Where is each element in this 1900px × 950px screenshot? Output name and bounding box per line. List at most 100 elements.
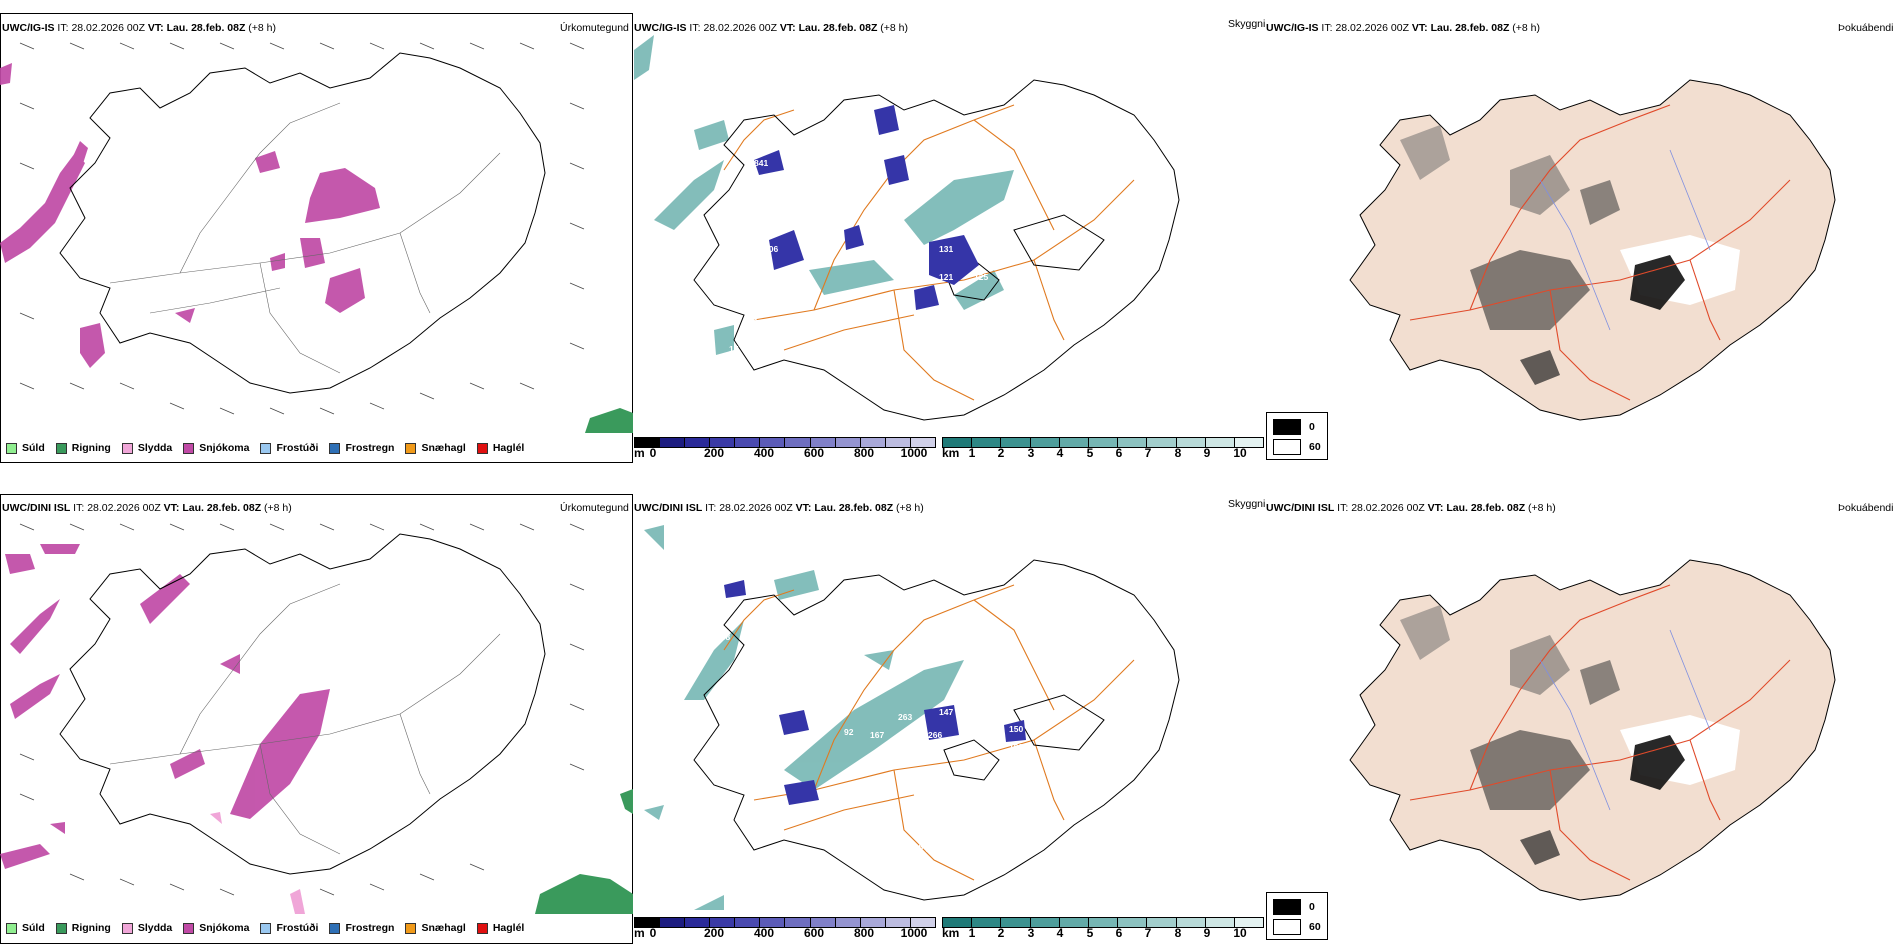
ceiling-label: 125 <box>974 272 988 282</box>
visibility-colorbar-2 <box>942 917 1264 928</box>
ceiling-unit-2: m <box>634 926 645 940</box>
ceiling-label: 488 <box>716 632 730 642</box>
ceiling-visibility-map-svg-2: 488 577 194 147 263 150 92 167 266 439 1… <box>644 525 1180 910</box>
ceiling-visibility-map-svg-1: 838 841 201 139 159 110 118 641 106 131 … <box>634 35 1180 421</box>
rain-areas <box>535 789 633 914</box>
visibility-unit-1: km <box>942 446 960 460</box>
ceiling-label: 129 <box>744 347 758 357</box>
low-ceiling-areas <box>724 580 1026 805</box>
iceland-coastline <box>693 559 1180 901</box>
fog-shading <box>1400 125 1740 385</box>
legend-item-sleet: Slydda <box>121 922 172 934</box>
ceiling-label: 838 <box>752 144 766 154</box>
low-visibility-areas <box>634 35 1014 355</box>
panel-title-fog-1: Þokuábendi <box>1838 22 1894 34</box>
visibility-colorbar-1 <box>942 437 1264 448</box>
ceiling-label: 84 <box>689 257 699 267</box>
legend-item-rain: Rigning <box>55 442 111 454</box>
snow-areas <box>0 63 380 368</box>
roads <box>109 583 501 855</box>
legend-item-snow: Snjókoma <box>183 442 249 454</box>
visibility-unit-2: km <box>942 926 960 940</box>
fog-shading <box>1400 605 1740 865</box>
ceiling-label: 131 <box>939 244 953 254</box>
ceiling-label: 201 <box>809 167 823 177</box>
legend-item-freezing-drizzle: Frostúði <box>260 442 318 454</box>
legend-item-snow-pellets: Snæhagl <box>405 442 466 454</box>
low-visibility-areas <box>644 525 964 910</box>
ceiling-label: 11 <box>664 262 673 272</box>
sleet-areas <box>210 812 305 914</box>
roads <box>109 102 501 374</box>
ceiling-label: 237 <box>714 254 728 264</box>
fog-map-svg-1 <box>1349 79 1836 421</box>
ceiling-label: 139 <box>774 132 788 142</box>
precip-type-legend-2: Súld Rigning Slydda Snjókoma Frostúði Fr… <box>6 922 524 934</box>
ceiling-label: 439 <box>894 744 908 754</box>
ceiling-unit-1: m <box>634 446 645 460</box>
fog-map-svg-2 <box>1349 559 1836 901</box>
precip-type-map-1 <box>0 13 633 463</box>
ceiling-label: 118 <box>724 227 738 237</box>
ceiling-label: 110 <box>804 222 818 232</box>
ceiling-label: 642 <box>726 280 740 290</box>
ceiling-label: 192 <box>1009 742 1023 752</box>
ceiling-label: 106 <box>764 244 778 254</box>
legend-item-drizzle: Súld <box>6 922 45 934</box>
ceiling-label: 841 <box>754 158 768 168</box>
ceiling-label: 121 <box>939 272 953 282</box>
ceiling-label: 91 <box>904 802 914 812</box>
ceiling-colorbar-1 <box>634 437 936 448</box>
low-ceiling-areas <box>754 105 979 310</box>
legend-item-snow-pellets: Snæhagl <box>405 922 466 934</box>
ceiling-colorbar-2 <box>634 917 936 928</box>
row2-header-precip: UWC/DINI ISL IT: 28.02.2026 00Z VT: Lau.… <box>2 502 292 514</box>
ceiling-label: 261 <box>744 317 758 327</box>
wind-barbs <box>19 523 585 896</box>
ceiling-label: 21 <box>926 844 936 854</box>
ceiling-label: 106 <box>909 842 923 852</box>
legend-item-drizzle: Súld <box>6 442 45 454</box>
ceiling-label: 92 <box>844 727 854 737</box>
ceiling-label: 159 <box>784 182 798 192</box>
ceiling-label: 263 <box>898 712 912 722</box>
iceland-coastline <box>59 533 546 875</box>
legend-item-sleet: Slydda <box>121 442 172 454</box>
panel-title-precip-type-2: Úrkomutegund <box>560 502 629 514</box>
fog-legend-2: 0 60 <box>1266 892 1328 940</box>
precip-type-map-2 <box>0 494 633 944</box>
iceland-coastline <box>59 52 546 394</box>
precip-type-map-svg-2 <box>0 523 633 914</box>
precip-type-legend-1: Súld Rigning Slydda Snjókoma Frostúði Fr… <box>6 442 524 454</box>
legend-item-freezing-drizzle: Frostúði <box>260 922 318 934</box>
fog-legend-1: 0 60 <box>1266 412 1328 460</box>
rain-areas <box>585 408 633 433</box>
ceiling-label: 170 <box>1052 762 1066 772</box>
row1-header-precip: UWC/IG-IS IT: 28.02.2026 00Z VT: Lau. 28… <box>2 22 277 34</box>
panel-title-precip-type-1: Úrkomutegund <box>560 22 629 34</box>
ceiling-label: 266 <box>928 730 942 740</box>
legend-item-hail: Haglél <box>476 922 524 934</box>
legend-item-hail: Haglél <box>476 442 524 454</box>
legend-item-freezing-rain: Frostregn <box>329 442 394 454</box>
ceiling-value-labels: 838 841 201 139 159 110 118 641 106 131 … <box>664 132 988 357</box>
iceland-land-fog <box>1349 79 1836 421</box>
iceland-land-fog <box>1349 559 1836 901</box>
ceiling-label: 13 <box>734 262 744 272</box>
legend-item-freezing-rain: Frostregn <box>329 922 394 934</box>
row1-header-fog: UWC/IG-IS IT: 28.02.2026 00Z VT: Lau. 28… <box>1266 22 1541 34</box>
roads <box>1409 584 1791 881</box>
ceiling-label: 194 <box>954 627 968 637</box>
panel-title-cloud-1: Skyggni <box>1228 18 1266 30</box>
ceiling-label: 641 <box>729 237 743 247</box>
ceiling-label: 150 <box>1009 724 1023 734</box>
row2-header-ceiling: UWC/DINI ISL IT: 28.02.2026 00Z VT: Lau.… <box>634 502 924 514</box>
panel-title-fog-2: Þokuábendi <box>1838 502 1894 514</box>
panel-title-cloud-2: Skyggni <box>1228 498 1266 510</box>
precip-type-map-svg-1 <box>0 42 633 433</box>
rivers <box>1539 629 1711 811</box>
legend-item-snow: Snjókoma <box>183 922 249 934</box>
row1-header-ceiling: UWC/IG-IS IT: 28.02.2026 00Z VT: Lau. 28… <box>634 22 909 34</box>
snow-areas <box>0 544 330 869</box>
ceiling-label: 17 <box>729 344 739 354</box>
